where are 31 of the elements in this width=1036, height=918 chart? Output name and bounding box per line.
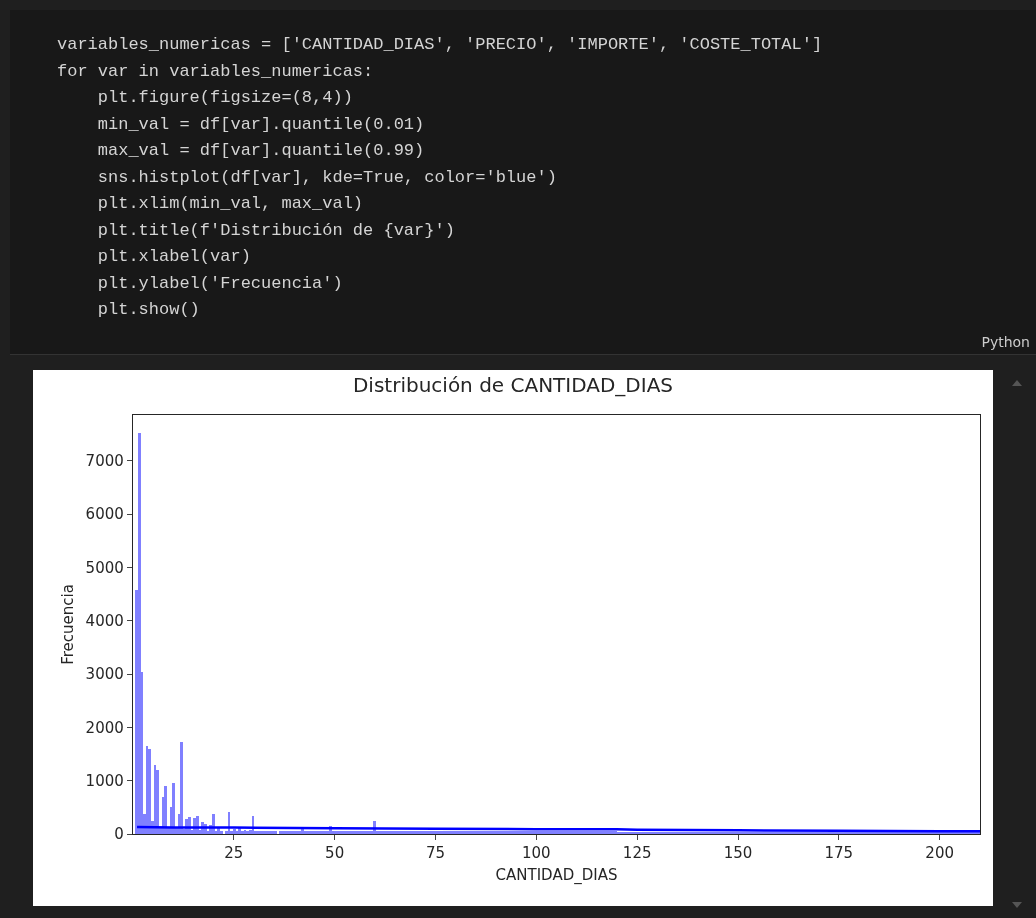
y-tick-label: 2000 xyxy=(85,718,124,737)
text: variables_numericas = ['CANTIDAD_DIAS', 'PRECIO', 'IMPORTE', 'COSTE_TOTAL'] xyxy=(57,34,823,56)
y-tick-label: 3000 xyxy=(85,665,124,684)
text: plt.xlabel(var) xyxy=(96,246,252,268)
x-tick-label: 150 xyxy=(723,844,753,863)
y-tick-label: 5000 xyxy=(85,558,124,577)
y-tick-label: 6000 xyxy=(85,505,124,524)
x-tick-label: 100 xyxy=(522,844,551,863)
y-tick-label: 0 xyxy=(114,825,124,844)
text: Python xyxy=(981,334,1030,350)
y-tick-label: 7000 xyxy=(85,452,124,471)
y-tick-label: 1000 xyxy=(85,771,124,790)
y-axis-title: Frecuencia xyxy=(58,584,77,665)
x-tick-label: 75 xyxy=(425,844,446,863)
text: min_val = df[var].quantile(0.01) xyxy=(96,113,426,136)
x-axis-title: CANTIDAD_DIAS xyxy=(495,866,618,886)
x-tick-label: 200 xyxy=(925,844,954,863)
text: plt.title(f'Distribución de {var}') xyxy=(96,219,456,242)
x-tick-label: 50 xyxy=(325,844,345,863)
x-tick-label: 175 xyxy=(824,844,854,863)
text: for var in variables_numericas: xyxy=(57,60,375,83)
text: plt.show() xyxy=(96,299,201,321)
text: plt.figure(figsize=(8,4)) xyxy=(96,87,354,109)
x-tick-label: 125 xyxy=(622,844,652,863)
chart-title: Distribución de CANTIDAD_DIAS xyxy=(352,373,674,398)
text: plt.ylabel('Frecuencia') xyxy=(96,272,344,295)
x-tick-label: 25 xyxy=(224,844,244,863)
text: plt.xlim(min_val, max_val) xyxy=(96,193,365,215)
text: sns.histplot(df[var], kde=True, color='blue') xyxy=(96,166,558,189)
text: max_val = df[var].quantile(0.99) xyxy=(96,140,426,162)
y-tick-label: 4000 xyxy=(85,612,124,631)
